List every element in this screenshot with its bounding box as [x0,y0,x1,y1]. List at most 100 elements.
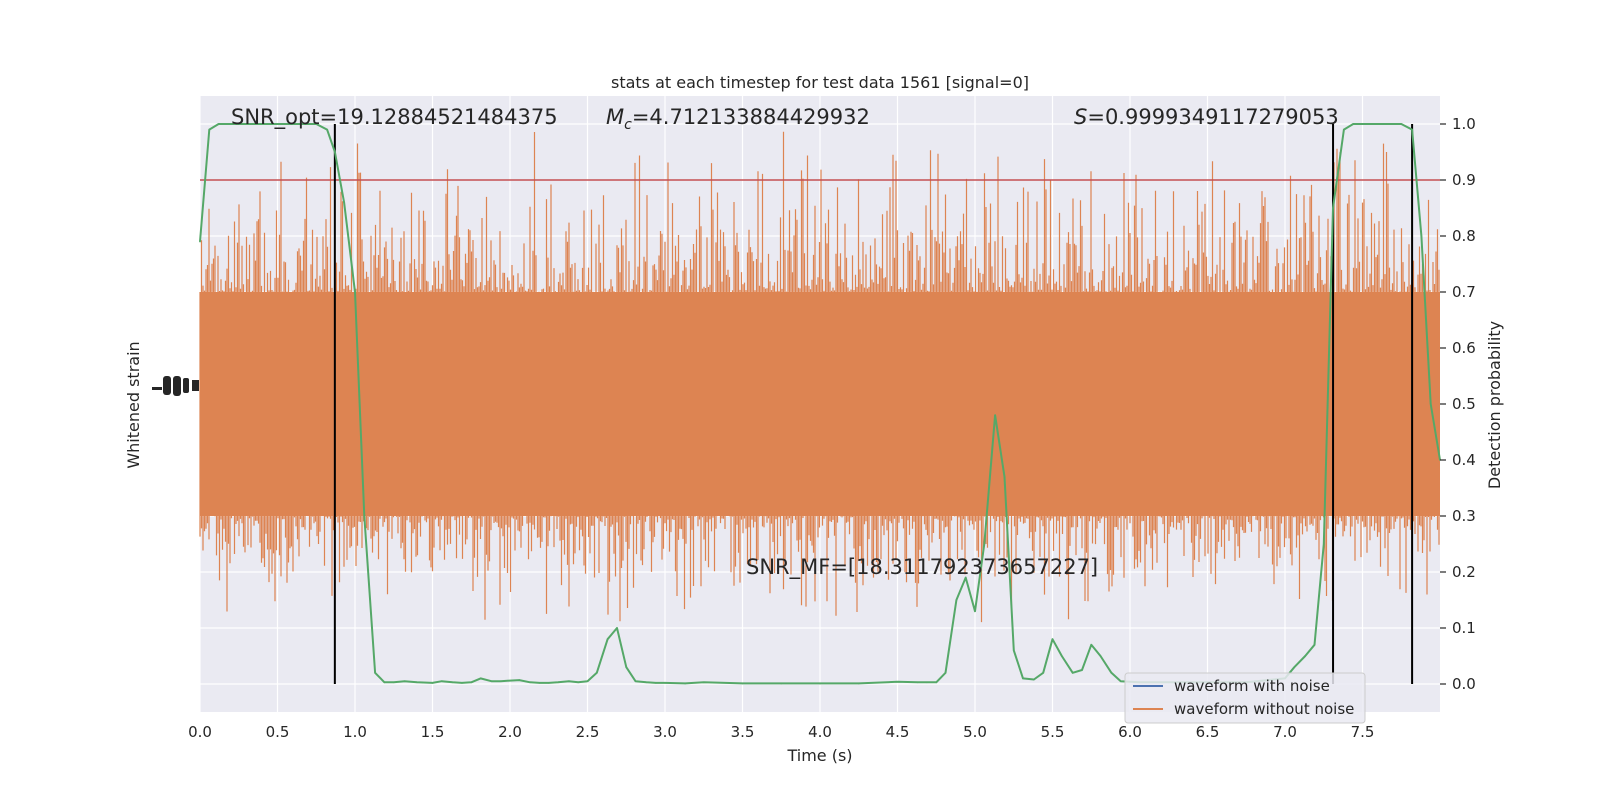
probability-point [403,680,406,682]
probability-point [1332,207,1334,209]
probability-point [577,681,579,684]
x-tick-label: 4.5 [886,723,910,741]
x-tick-label: 0.5 [266,723,290,741]
probability-point [557,681,559,684]
probability-point [1411,128,1413,131]
probability-point [1081,669,1083,671]
probability-point [780,682,783,685]
probability-point [819,682,821,685]
x-axis-label: Time (s) [786,746,852,765]
x-tick-label: 5.0 [963,723,987,741]
probability-point [1051,638,1054,640]
x-tick-label: 1.0 [343,723,367,741]
probability-point [431,682,434,684]
probability-point [470,681,473,684]
probability-point [955,599,958,601]
x-tick-label: 4.0 [808,723,832,741]
probability-point [645,681,648,684]
probability-point [326,128,328,131]
probability-point [1313,644,1316,646]
probability-point [616,627,618,629]
x-tick-label: 6.0 [1118,723,1142,741]
y-tick-label: 1.0 [1452,115,1476,133]
probability-point [944,672,947,674]
probability-point [276,123,279,125]
probability-point [568,680,570,682]
probability-point [1099,655,1102,657]
probability-point [1071,672,1074,674]
legend: waveform with noise waveform without noi… [1124,672,1366,724]
probability-point [1090,644,1093,646]
probability-point [664,682,666,684]
y-tick-label: 0.9 [1452,171,1476,189]
probability-point [916,681,919,684]
probability-point [1420,235,1423,237]
probability-point [1429,403,1432,405]
probability-point [354,291,356,293]
left-axis-tick-labels [152,376,199,396]
probability-point [461,682,463,684]
probability-point [343,201,345,204]
probability-point [1012,649,1015,652]
probability-point [208,128,211,131]
y-tick-label: 0.5 [1452,395,1476,413]
y-tick-label: 0.1 [1452,619,1476,637]
probability-point [634,680,637,682]
y-axis-label-left: Whitened strain [124,341,143,468]
waveform-without-noise-trace [199,131,1440,623]
x-tick-label: 3.0 [653,723,677,741]
probability-point [509,679,511,682]
snr-opt-annotation: SNR_opt=19.12884521484375 [231,105,558,130]
probability-point [596,672,598,674]
y-tick-label: 0.0 [1452,675,1476,693]
probability-point [1061,655,1063,657]
probability-point [994,414,996,417]
probability-point [1361,123,1364,125]
x-tick-label: 2.0 [498,723,522,741]
y-tick-label: 0.8 [1452,227,1476,245]
probability-point [974,610,976,612]
probability-point [490,680,493,682]
probability-point [606,638,609,640]
probability-point [334,151,336,153]
legend-label-with-noise: waveform with noise [1174,677,1330,695]
x-tick-label: 1.5 [421,723,445,741]
probability-point [547,682,550,684]
y-tick-label: 0.3 [1452,507,1476,525]
probability-point [1343,128,1345,131]
probability-point [625,666,628,668]
probability-point [1119,680,1122,682]
probability-point [702,681,705,684]
probability-point [529,681,531,684]
probability-point [741,682,744,685]
probability-point [1042,672,1044,674]
x-tick-label: 3.5 [731,723,755,741]
x-axis-ticks: 0.0 0.5 1.0 1.5 2.0 2.5 3.0 3.5 4.0 4.5 5.0 5.5 6.0 6… [188,723,1374,741]
y-tick-label: 0.6 [1452,339,1476,357]
probability-point [1110,672,1113,674]
probability-point [374,672,376,674]
x-tick-label: 2.5 [576,723,600,741]
probability-point [479,677,482,680]
x-tick-label: 7.5 [1351,723,1375,741]
probability-point [237,123,240,125]
probability-point [441,680,443,682]
probability-point [1322,543,1325,545]
probability-point [983,543,986,545]
snr-mf-annotation: SNR_MF=[18.311792373657227] [746,555,1098,580]
probability-point [217,123,220,125]
probability-point [518,679,521,681]
probability-point [363,515,366,517]
y-tick-label: 0.4 [1452,451,1476,469]
probability-point [383,681,386,684]
x-tick-label: 7.0 [1273,723,1297,741]
probability-point [1022,677,1024,680]
probability-point [1381,123,1384,125]
y-tick-label: 0.2 [1452,563,1476,581]
probability-point [1400,123,1403,125]
probability-point [199,240,201,243]
probability-point [416,681,418,684]
probability-point [499,680,502,682]
probability-point [1352,123,1354,125]
probability-point [684,682,686,685]
